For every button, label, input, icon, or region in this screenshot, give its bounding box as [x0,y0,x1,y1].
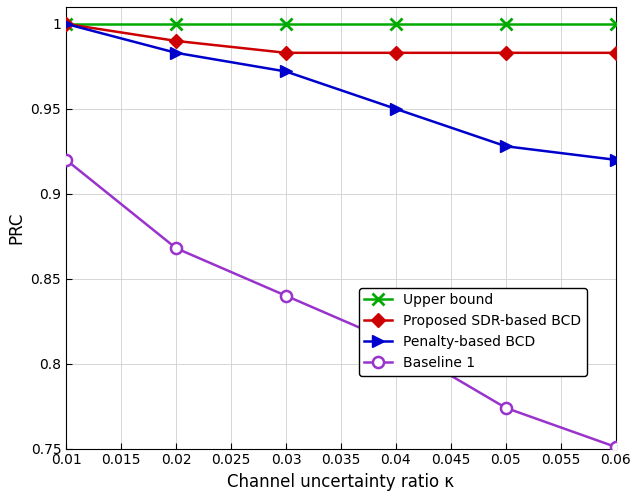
Baseline 1 [172,245,180,251]
Baseline 1 [63,157,70,163]
Proposed SDR-based BCD [502,50,510,56]
Upper bound [172,21,180,27]
Penalty-based BCD [172,50,180,56]
Proposed SDR-based BCD [392,50,399,56]
Penalty-based BCD [63,21,70,27]
Baseline 1 [392,340,399,346]
Penalty-based BCD [392,106,399,112]
Baseline 1 [612,444,619,450]
Upper bound [282,21,290,27]
Upper bound [63,21,70,27]
Line: Baseline 1: Baseline 1 [61,154,621,453]
Penalty-based BCD [502,143,510,149]
Line: Penalty-based BCD: Penalty-based BCD [61,18,621,165]
Upper bound [392,21,399,27]
Proposed SDR-based BCD [282,50,290,56]
Proposed SDR-based BCD [172,38,180,44]
Line: Upper bound: Upper bound [61,18,621,29]
X-axis label: Channel uncertainty ratio κ: Channel uncertainty ratio κ [227,473,454,491]
Upper bound [502,21,510,27]
Upper bound [612,21,619,27]
Line: Proposed SDR-based BCD: Proposed SDR-based BCD [61,19,621,58]
Baseline 1 [282,293,290,299]
Proposed SDR-based BCD [63,21,70,27]
Baseline 1 [502,405,510,411]
Legend: Upper bound, Proposed SDR-based BCD, Penalty-based BCD, Baseline 1: Upper bound, Proposed SDR-based BCD, Pen… [359,288,587,375]
Penalty-based BCD [282,69,290,75]
Penalty-based BCD [612,157,619,163]
Y-axis label: PRC: PRC [7,212,25,244]
Proposed SDR-based BCD [612,50,619,56]
